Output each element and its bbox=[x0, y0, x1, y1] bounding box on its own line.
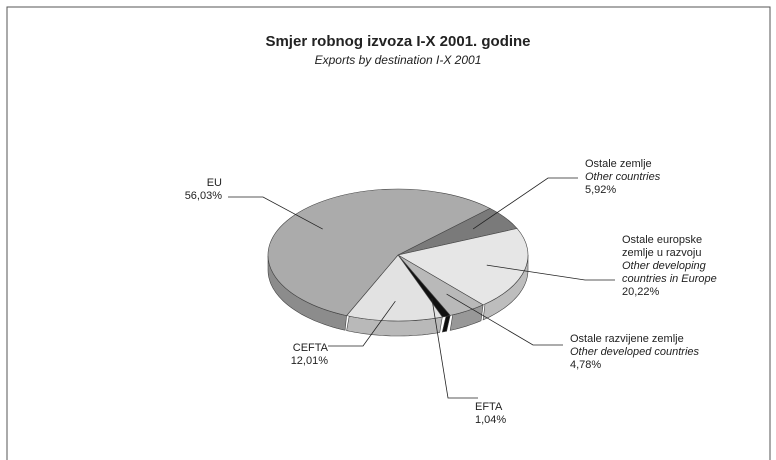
label-line: 4,78% bbox=[570, 359, 601, 371]
leader-line bbox=[472, 177, 578, 230]
label-line: countries in Europe bbox=[622, 273, 717, 285]
chart-title: Smjer robnog izvoza I-X 2001. godine bbox=[265, 33, 530, 50]
frame bbox=[6, 6, 771, 460]
label-line: 1,04% bbox=[475, 414, 506, 426]
label-line: Other developing bbox=[622, 260, 707, 272]
label-line: Other developed countries bbox=[570, 346, 700, 358]
label-line: 56,03% bbox=[185, 190, 223, 202]
slice bbox=[346, 254, 443, 322]
slice-label: CEFTA 12,01% bbox=[291, 342, 329, 367]
label-line: EFTA bbox=[475, 401, 503, 413]
label-line: 20,22% bbox=[622, 286, 660, 298]
slice-label: Ostale europske zemlje u razvoju Other dev… bbox=[622, 234, 717, 298]
chart-subtitle: Exports by destination I-X 2001 bbox=[315, 53, 482, 67]
label-line: 12,01% bbox=[291, 355, 329, 367]
leader-line bbox=[228, 196, 323, 230]
slice-label: Ostale zemlje Other countries 5,92% bbox=[585, 158, 661, 196]
label-line: Other countries bbox=[585, 171, 661, 183]
label-line: 5,92% bbox=[585, 184, 616, 196]
label-line: Ostale zemlje bbox=[585, 158, 652, 170]
label-line: Ostale razvijene zemlje bbox=[570, 333, 684, 345]
label-line: zemlje u razvoju bbox=[622, 247, 701, 259]
label-line: CEFTA bbox=[293, 342, 329, 354]
slice-label: EFTA 1,04% bbox=[475, 401, 506, 426]
leader-line bbox=[446, 293, 563, 346]
slice-label: EU 56,03% bbox=[185, 177, 223, 202]
slice-side bbox=[441, 315, 451, 333]
slice bbox=[397, 228, 529, 306]
slice bbox=[267, 188, 491, 316]
leader-line bbox=[328, 300, 396, 347]
label-line: EU bbox=[207, 177, 222, 189]
label-line: Ostale europske bbox=[622, 234, 702, 246]
slice-label: Ostale razvijene zemlje Other developed c… bbox=[570, 333, 700, 371]
leader-line bbox=[486, 264, 615, 281]
leader-line bbox=[431, 297, 478, 399]
